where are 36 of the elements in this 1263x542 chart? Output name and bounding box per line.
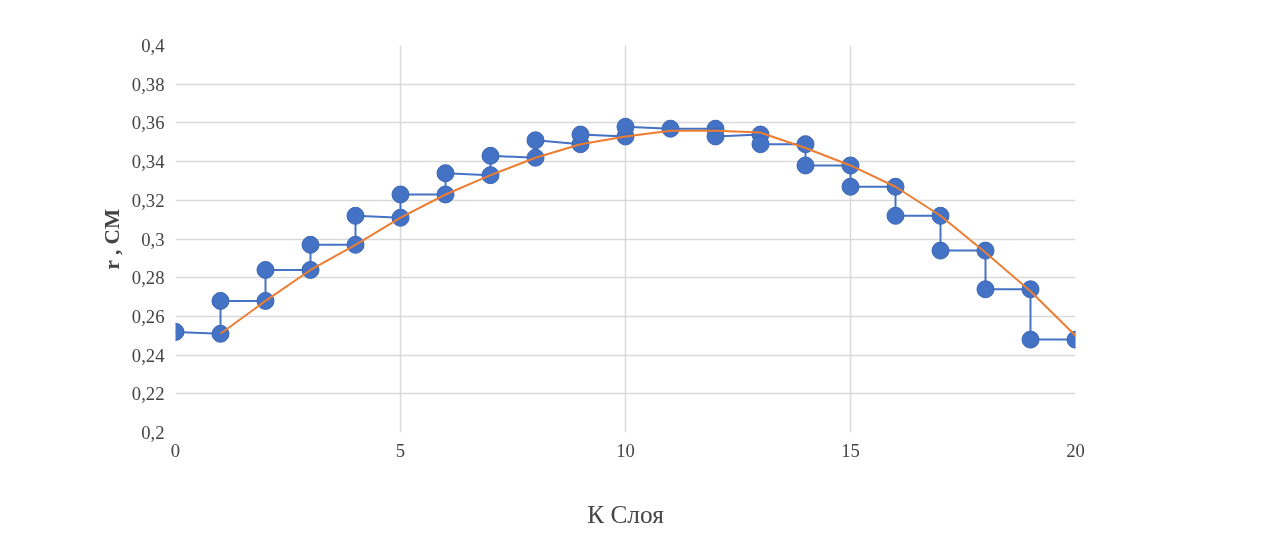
y-tick-label: 0,26 xyxy=(131,305,165,327)
point xyxy=(886,206,905,225)
y-tick-label: 0,28 xyxy=(131,267,165,289)
point xyxy=(526,131,545,150)
x-axis-title: К Слоя xyxy=(587,499,665,528)
point xyxy=(436,164,455,183)
x-tick-label: 10 xyxy=(616,439,635,461)
x-tick-label: 15 xyxy=(841,439,860,461)
point xyxy=(616,117,635,136)
point xyxy=(256,260,275,279)
point xyxy=(211,324,230,343)
point xyxy=(796,156,815,175)
y-tick-label: 0,2 xyxy=(141,422,165,443)
y-tick-label: 0,3 xyxy=(141,228,165,250)
point xyxy=(481,146,500,165)
y-tick-label: 0,34 xyxy=(131,151,166,173)
point xyxy=(211,291,230,310)
y-axis-title: r , СМ xyxy=(99,208,124,270)
y-tick-label: 0,36 xyxy=(131,112,165,134)
point xyxy=(346,206,365,225)
y-tick-label: 0,38 xyxy=(131,73,165,95)
point xyxy=(301,235,320,254)
point xyxy=(751,135,770,154)
point xyxy=(841,177,860,196)
point xyxy=(571,125,590,144)
y-tick-label: 0,32 xyxy=(131,189,165,211)
point xyxy=(391,185,410,204)
point xyxy=(976,280,995,299)
y-tick-label: 0,4 xyxy=(141,35,166,56)
point xyxy=(931,241,950,260)
y-tick-label: 0,24 xyxy=(131,344,166,366)
y-tick-label: 0,22 xyxy=(131,383,165,405)
x-tick-label: 20 xyxy=(1066,439,1085,461)
x-tick-label: 5 xyxy=(395,439,406,461)
x-tick-label: 0 xyxy=(170,439,181,461)
point xyxy=(1021,330,1040,349)
